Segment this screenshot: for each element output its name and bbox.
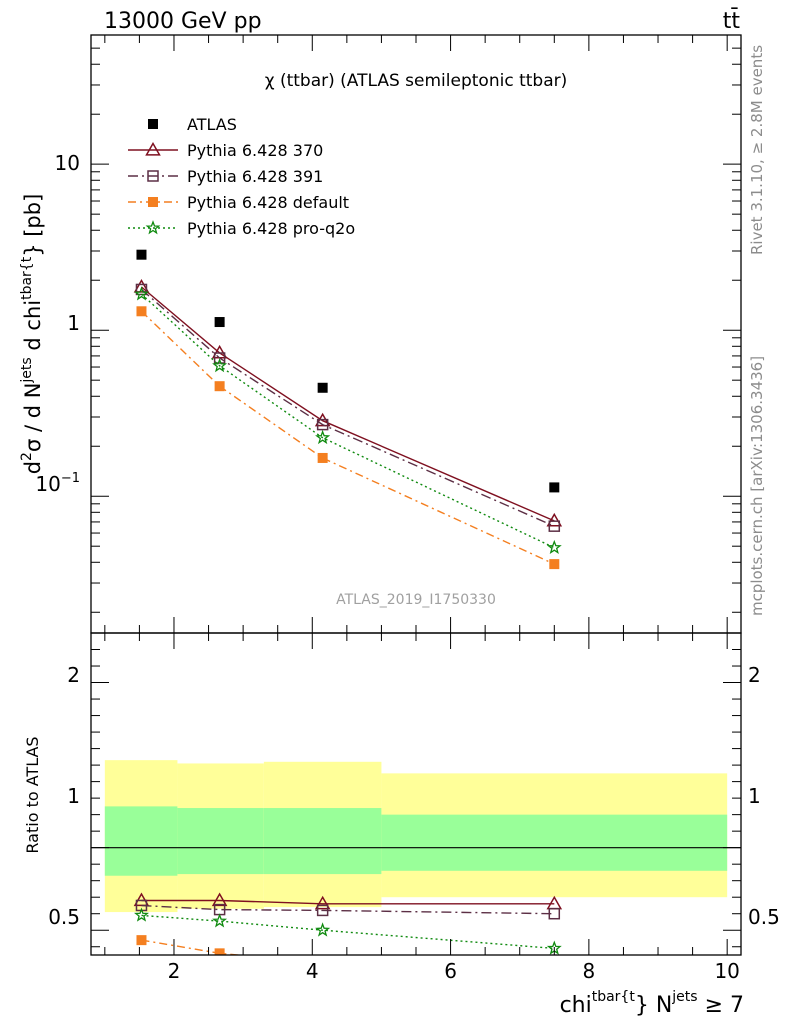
uncertainty-band-inner <box>381 814 728 871</box>
ratio-y-axis-label: Ratio to ATLAS <box>23 736 42 853</box>
ratio-point-pdefault <box>318 958 328 968</box>
ratio-point-p370 <box>133 892 150 907</box>
ratio-y-tick-0.5-right: 0.5 <box>748 905 780 929</box>
x-tick-label-10: 10 <box>714 959 739 983</box>
ratio-point-pdefault <box>214 948 225 955</box>
ratio-point-pq2o <box>315 922 331 937</box>
legend-label-pq2o: Pythia 6.428 pro-q2o <box>187 219 355 238</box>
legend-marker-pq2o <box>145 220 161 235</box>
ratio-y-tick-0.5: 0.5 <box>48 905 80 929</box>
data-point-pdefault <box>549 559 560 570</box>
legend-label-p370: Pythia 6.428 370 <box>187 141 323 160</box>
legend-label-pdefault: Pythia 6.428 default <box>187 193 349 212</box>
ratio-point-pq2o <box>134 907 149 922</box>
data-point-pq2o <box>315 429 331 445</box>
uncertainty-bands <box>104 760 728 913</box>
uncertainty-band-inner <box>263 808 382 875</box>
data-point-pq2o <box>134 286 149 301</box>
collision-energy-label: 13000 GeV pp <box>104 9 262 34</box>
rivet-version-label: Rivet 3.1.10, ≥ 2.8M events <box>748 45 766 255</box>
data-point-atlas <box>549 482 560 493</box>
data-point-p391 <box>213 352 226 364</box>
y-tick-label-1: 1 <box>67 311 80 335</box>
legend: ATLAS Pythia 6.428 370 Pythia 6.428 391 Pyt… <box>128 115 355 238</box>
x-axis-label: chitbar{t} Njets ≥ 7 <box>560 989 744 1018</box>
x-tick-label-2: 2 <box>168 959 181 983</box>
legend-marker-p370 <box>145 141 161 156</box>
ratio-axis-ticks <box>91 633 741 955</box>
main-plot-title: χ (ttbar) (ATLAS semileptonic ttbar) <box>265 71 567 91</box>
mcplots-source-label: mcplots.cern.ch [arXiv:1306.3436] <box>748 356 766 616</box>
data-point-pq2o <box>212 357 228 373</box>
series-line-pq2o <box>141 293 555 549</box>
data-point-p370 <box>546 512 563 527</box>
main-y-axis-label: d2σ / d Njets d chitbar{t} [pb] <box>19 194 45 475</box>
data-point-atlas <box>317 382 328 393</box>
legend-marker-atlas <box>148 119 158 129</box>
legend-label-atlas: ATLAS <box>187 115 237 134</box>
main-axis-ticks <box>91 34 741 633</box>
ratio-point-pdefault <box>136 935 147 946</box>
ratio-y-tick-1: 1 <box>67 784 80 808</box>
main-series <box>133 249 563 570</box>
ratio-point-p370 <box>314 895 331 910</box>
ratio-point-pdefault <box>549 967 559 977</box>
ratio-line-p391 <box>141 904 555 915</box>
data-point-pq2o <box>546 539 562 554</box>
y-tick-label-0.1: 10−1 <box>35 471 80 496</box>
data-point-pdefault <box>214 381 225 392</box>
ratio-y-tick-2-right: 2 <box>748 663 761 687</box>
ratio-point-p391 <box>316 904 329 917</box>
data-point-atlas <box>136 249 147 260</box>
data-point-atlas <box>214 317 225 328</box>
data-point-p391 <box>316 418 329 431</box>
data-point-pdefault <box>136 306 147 317</box>
ratio-y-tick-2: 2 <box>67 663 80 687</box>
ratio-line-p370 <box>141 899 555 905</box>
x-tick-label-6: 6 <box>444 959 457 983</box>
uncertainty-band-inner <box>104 806 178 876</box>
data-point-p370 <box>133 279 150 293</box>
ratio-line-pdefault <box>141 939 245 955</box>
ratio-plot-frame <box>90 632 742 956</box>
ratio-series <box>133 892 563 977</box>
process-label: tt̄ <box>723 8 741 34</box>
main-plot: χ (ttbar) (ATLAS semileptonic ttbar) ATL… <box>19 34 742 634</box>
x-tick-label-8: 8 <box>583 959 596 983</box>
legend-marker-p391 <box>147 170 159 182</box>
ratio-point-p391 <box>548 907 561 920</box>
ratio-point-pq2o <box>212 913 228 928</box>
data-point-pdefault <box>317 452 328 463</box>
y-tick-label-10: 10 <box>55 151 80 175</box>
series-line-p391 <box>141 288 555 527</box>
analysis-watermark: ATLAS_2019_I1750330 <box>336 592 496 608</box>
ratio-point-p370 <box>546 895 563 910</box>
legend-marker-pdefault <box>148 197 158 207</box>
legend-label-p391: Pythia 6.428 391 <box>187 167 323 186</box>
data-point-p391 <box>548 520 561 532</box>
series-line-pdefault <box>141 310 555 565</box>
ratio-point-p370 <box>211 892 228 907</box>
ratio-plot: Ratio to ATLAS 2 1 0.5 2 1 0.5 2 4 6 8 1… <box>23 632 780 1018</box>
uncertainty-band-inner <box>177 808 264 875</box>
ratio-y-tick-1-right: 1 <box>748 784 761 808</box>
ratio-line-pq2o <box>141 914 555 950</box>
series-line-p370 <box>141 286 555 522</box>
x-tick-label-4: 4 <box>306 959 319 983</box>
